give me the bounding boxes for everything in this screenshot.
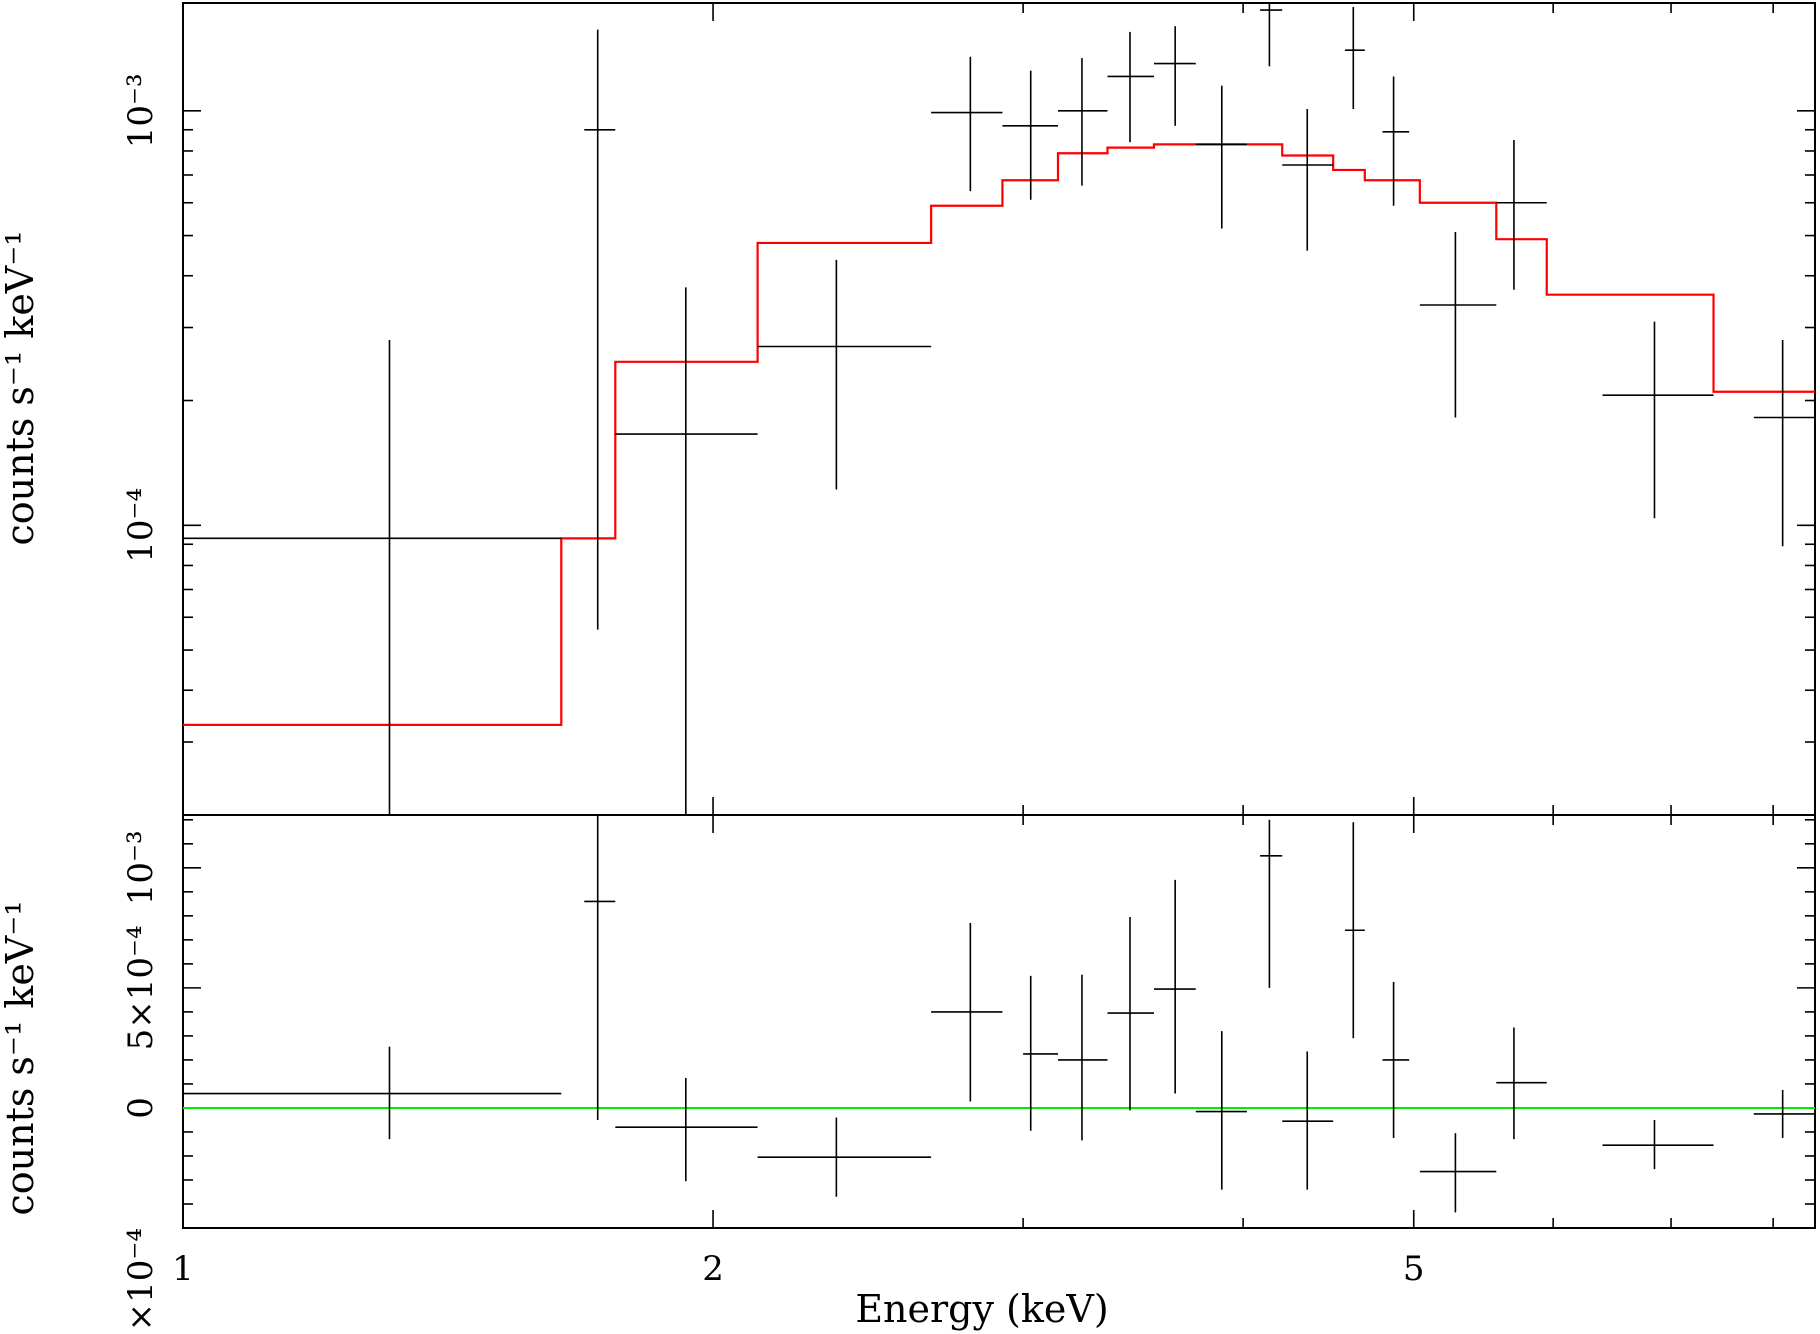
data-point	[1419, 232, 1497, 418]
data-point	[1602, 321, 1714, 519]
spectrum-plot-frame	[182, 2, 1816, 816]
residual-point	[1753, 1089, 1815, 1138]
residual-point	[1282, 1051, 1334, 1190]
residual-point	[1496, 1027, 1547, 1140]
data-point	[615, 287, 758, 815]
data-point	[1195, 85, 1247, 229]
data-point	[1753, 339, 1815, 547]
residual-point	[1153, 879, 1196, 1094]
residual-point	[615, 1077, 758, 1182]
residual-point	[1419, 1133, 1497, 1213]
x-tick-label: 2	[702, 1249, 724, 1289]
residual-point	[757, 1117, 932, 1197]
y-tick-label: 0	[121, 1097, 161, 1119]
residual-point	[1195, 1031, 1247, 1190]
x-tick-label: 1	[172, 1249, 194, 1289]
data-point	[1344, 7, 1365, 110]
residual-point	[584, 815, 616, 1120]
residual-point	[1602, 1119, 1714, 1170]
residual-point	[1260, 819, 1283, 988]
residual-point	[1107, 917, 1154, 1111]
residual-point	[1382, 981, 1410, 1138]
y-tick-label: −5×10⁻⁴	[121, 1228, 161, 1334]
data-point	[1057, 58, 1108, 186]
residual-point	[1023, 975, 1058, 1131]
residual-point	[1057, 974, 1108, 1141]
residuals-y-axis-label: counts s⁻¹ keV⁻¹	[0, 900, 42, 1215]
data-point	[1382, 76, 1410, 206]
data-point	[183, 339, 562, 815]
residual-point	[931, 923, 1003, 1102]
residuals-panel: 1 2 5 −5×10⁻⁴ 0 5×10⁻⁴ 10⁻³	[121, 814, 1816, 1334]
data-point	[1107, 31, 1154, 143]
data-point	[931, 56, 1003, 192]
y-tick-label: 10⁻³	[121, 73, 161, 148]
data-point	[1002, 70, 1058, 200]
spectrum-panel: 10⁻⁴ 10⁻³	[121, 2, 1816, 816]
x-axis-label: Energy (keV)	[855, 1287, 1108, 1331]
data-point	[1153, 26, 1196, 126]
data-point	[584, 29, 616, 630]
data-point	[1282, 109, 1334, 251]
data-point	[757, 259, 932, 490]
residual-point	[183, 1046, 562, 1140]
x-tick-label: 5	[1403, 1249, 1425, 1289]
data-point	[1496, 140, 1547, 290]
y-tick-label: 5×10⁻⁴	[121, 925, 161, 1050]
residual-point	[1344, 822, 1365, 1039]
y-tick-label: 10⁻⁴	[121, 488, 161, 563]
spectrum-y-axis-label: counts s⁻¹ keV⁻¹	[0, 230, 42, 545]
y-tick-label: 10⁻³	[121, 830, 161, 905]
residuals-plot-frame	[182, 814, 1816, 1229]
data-point	[1260, 3, 1283, 67]
model-step-curve	[183, 143, 1815, 726]
